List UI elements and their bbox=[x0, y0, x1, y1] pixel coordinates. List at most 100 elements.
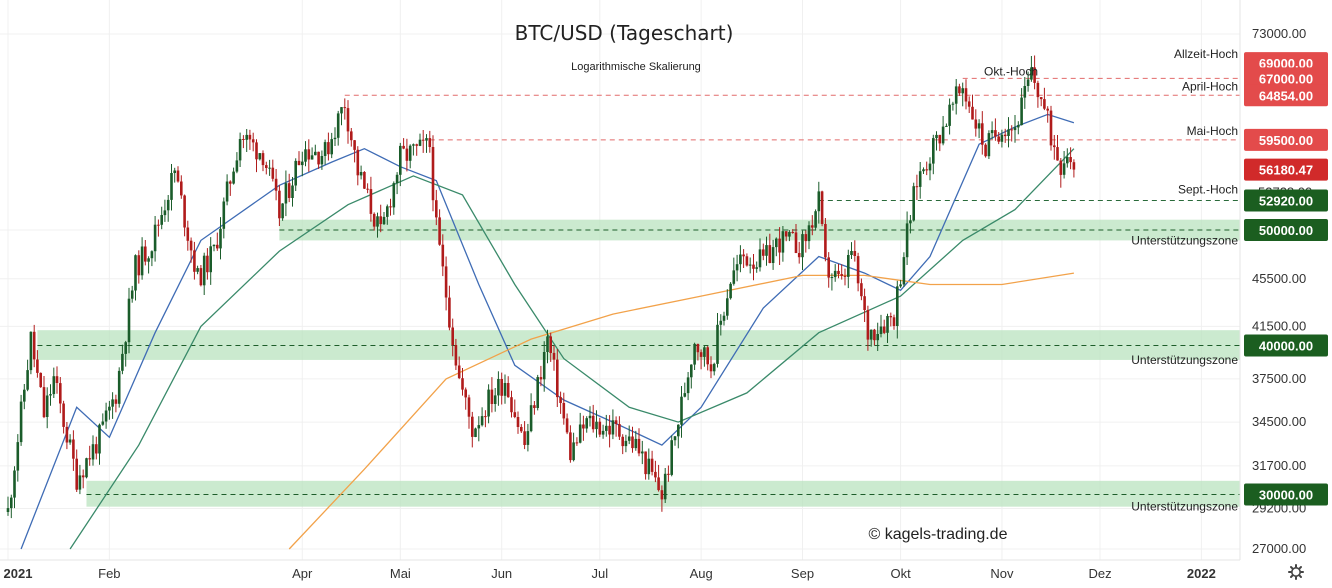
time-axis[interactable]: 2021 Feb Apr Mai Jun Jul Aug Sep Okt Nov Dez 2022 bbox=[4, 566, 1216, 581]
candle-bull bbox=[222, 201, 226, 229]
price-tick-label: 34500.00 bbox=[1252, 414, 1306, 429]
candle-bull bbox=[627, 436, 631, 441]
price-axis[interactable]: 27000.0029200.0031700.0034500.0037500.00… bbox=[1252, 26, 1312, 556]
candle-bull bbox=[905, 223, 909, 258]
candle-bull bbox=[977, 123, 981, 129]
candle-bull bbox=[833, 270, 837, 278]
candle-bull bbox=[111, 399, 114, 407]
support-zones bbox=[37, 219, 1241, 507]
candle-bull bbox=[101, 421, 105, 425]
candle-bear bbox=[471, 416, 474, 437]
candle-bull bbox=[284, 183, 288, 204]
candle-bear bbox=[637, 438, 641, 454]
candle-bull bbox=[755, 267, 758, 269]
time-tick-label: Aug bbox=[690, 566, 713, 581]
candle-bear bbox=[997, 136, 1000, 142]
time-tick-label: Nov bbox=[990, 566, 1014, 581]
candle-bull bbox=[310, 155, 314, 160]
candle-bull bbox=[1017, 125, 1020, 128]
level-label-sept-high: Sept.-Hoch bbox=[1178, 183, 1238, 197]
candle-bull bbox=[817, 191, 821, 212]
candle-bear bbox=[346, 108, 350, 132]
candle-bull bbox=[941, 126, 945, 144]
candle-bear bbox=[621, 436, 624, 447]
time-tick-label: Apr bbox=[292, 566, 313, 581]
candle-bull bbox=[758, 249, 762, 268]
time-tick-label: Jul bbox=[591, 566, 608, 581]
candle-bull bbox=[876, 334, 879, 341]
candle-bull bbox=[412, 144, 415, 146]
level-label-support-zone: Unterstützungszone bbox=[1131, 353, 1238, 367]
candle-bear bbox=[242, 139, 245, 140]
badge-sept-high-text: 52920.00 bbox=[1259, 194, 1313, 209]
candle-bear bbox=[667, 473, 670, 475]
candle-bull bbox=[26, 370, 29, 390]
candle-bull bbox=[98, 424, 101, 454]
price-tick-label: 45500.00 bbox=[1252, 271, 1306, 286]
candle-bull bbox=[801, 234, 804, 258]
candle-bull bbox=[493, 395, 497, 404]
candle-bear bbox=[248, 134, 252, 140]
candle-bull bbox=[294, 160, 297, 186]
candle-bear bbox=[565, 418, 569, 433]
candle-bull bbox=[376, 216, 379, 227]
candle-bull bbox=[814, 211, 817, 228]
badge-support-30000 bbox=[1244, 483, 1328, 506]
candle-bear bbox=[967, 101, 971, 107]
candle-bull bbox=[683, 393, 687, 397]
candle-bull bbox=[323, 142, 327, 156]
candle-bull bbox=[945, 125, 948, 127]
candle-bear bbox=[745, 256, 749, 266]
candle-bull bbox=[663, 473, 667, 500]
candle-bear bbox=[216, 244, 219, 249]
candle-bull bbox=[918, 171, 922, 187]
candle-bull bbox=[781, 231, 785, 253]
candle-bear bbox=[484, 416, 487, 418]
gear-icon[interactable] bbox=[1288, 564, 1304, 580]
candle-bull bbox=[104, 410, 108, 422]
candle-bear bbox=[271, 167, 275, 179]
candle-bear bbox=[1069, 157, 1072, 163]
candle-bear bbox=[75, 458, 78, 490]
candle-bull bbox=[19, 401, 23, 443]
candle-bear bbox=[784, 231, 788, 237]
candle-bull bbox=[807, 225, 811, 242]
candle-bull bbox=[314, 151, 317, 156]
candle-bear bbox=[824, 224, 827, 258]
candle-bull bbox=[130, 290, 134, 299]
candle-bull bbox=[624, 440, 628, 447]
candle-bear bbox=[654, 471, 657, 478]
candle-bear bbox=[251, 139, 255, 143]
candle-bear bbox=[353, 140, 356, 150]
candle-bull bbox=[912, 186, 915, 221]
candle-bull bbox=[304, 149, 307, 162]
candle-bear bbox=[379, 216, 382, 225]
candle-bull bbox=[85, 458, 88, 478]
badge-mai-hoch bbox=[1244, 128, 1328, 151]
candle-bull bbox=[291, 185, 294, 198]
candle-bear bbox=[964, 88, 968, 102]
candle-bull bbox=[529, 405, 533, 432]
candle-bull bbox=[23, 389, 26, 402]
price-tick-label: 73000.00 bbox=[1252, 26, 1306, 41]
candle-bear bbox=[356, 149, 360, 176]
candle-bear bbox=[229, 181, 232, 184]
candle-bear bbox=[39, 372, 42, 388]
candle-bear bbox=[520, 427, 523, 432]
candle-bear bbox=[696, 343, 700, 353]
candle-bull bbox=[722, 315, 726, 321]
candle-bear bbox=[1003, 134, 1007, 137]
candle-bull bbox=[480, 416, 484, 426]
ma-mid-line bbox=[69, 148, 1075, 550]
candle-bull bbox=[601, 430, 605, 435]
candle-bear bbox=[42, 387, 46, 418]
candle-bear bbox=[1053, 145, 1056, 148]
candle-bear bbox=[660, 490, 664, 500]
candle-bear bbox=[657, 477, 660, 491]
candle-bull bbox=[160, 215, 163, 225]
candle-bull bbox=[542, 352, 546, 380]
candle-bull bbox=[572, 442, 575, 461]
price-tick-label: 31700.00 bbox=[1252, 458, 1306, 473]
candle-bull bbox=[134, 255, 137, 291]
candle-bull bbox=[477, 425, 481, 429]
